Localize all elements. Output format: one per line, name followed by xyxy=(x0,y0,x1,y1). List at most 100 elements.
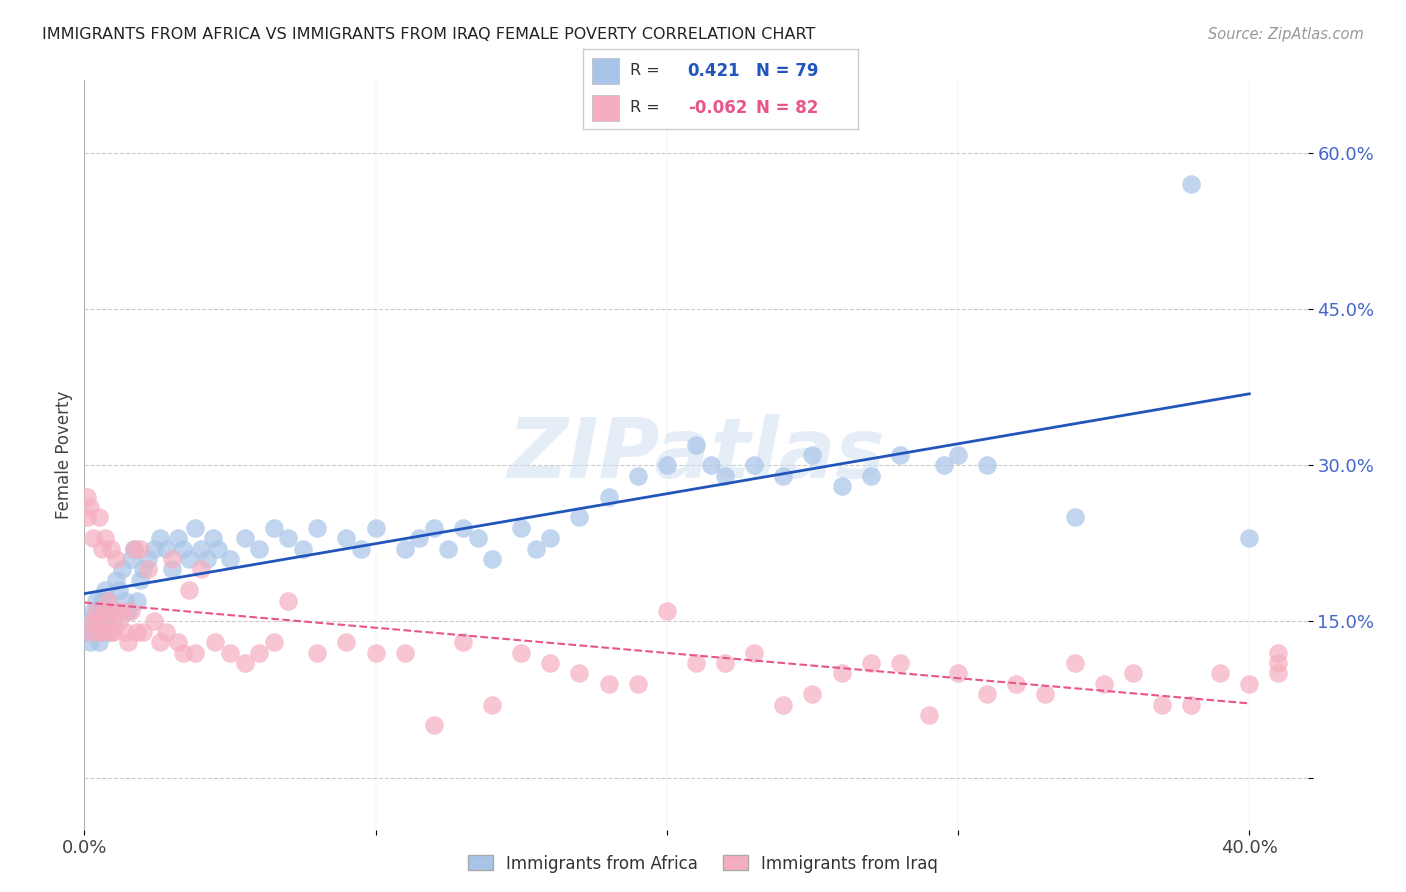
Point xyxy=(364,646,387,660)
Point xyxy=(233,656,256,670)
Point xyxy=(219,646,242,660)
Point xyxy=(138,562,160,576)
Point xyxy=(394,646,416,660)
Point xyxy=(97,593,120,607)
Point xyxy=(90,624,112,639)
Point xyxy=(394,541,416,556)
Point xyxy=(143,615,166,629)
Point xyxy=(117,604,139,618)
Point xyxy=(84,615,107,629)
Point xyxy=(263,635,285,649)
Point xyxy=(155,541,177,556)
Point xyxy=(131,624,153,639)
Point xyxy=(1267,656,1289,670)
Point xyxy=(117,635,139,649)
Point xyxy=(831,479,853,493)
Point xyxy=(1092,677,1115,691)
Point xyxy=(538,531,561,545)
Text: N = 82: N = 82 xyxy=(756,99,818,117)
Point xyxy=(105,552,128,566)
Point xyxy=(79,500,101,514)
Point xyxy=(125,593,148,607)
Point xyxy=(524,541,547,556)
Point xyxy=(685,437,707,451)
Point xyxy=(772,698,794,712)
Point xyxy=(138,552,160,566)
Point xyxy=(90,593,112,607)
Point xyxy=(87,635,110,649)
Point xyxy=(76,490,98,504)
Point xyxy=(976,687,998,701)
Point xyxy=(100,624,122,639)
Point xyxy=(247,646,270,660)
Point xyxy=(233,531,256,545)
Point xyxy=(350,541,373,556)
Point xyxy=(598,677,620,691)
Point xyxy=(79,615,101,629)
Point xyxy=(1122,666,1144,681)
Point xyxy=(364,521,387,535)
Point xyxy=(114,593,136,607)
Point xyxy=(108,615,131,629)
Point xyxy=(184,521,207,535)
Point xyxy=(90,624,112,639)
Point xyxy=(655,458,678,473)
Point xyxy=(685,656,707,670)
Point xyxy=(111,604,134,618)
Text: -0.062: -0.062 xyxy=(688,99,747,117)
Point xyxy=(437,541,460,556)
Point xyxy=(87,624,110,639)
Point xyxy=(87,510,110,524)
Point xyxy=(114,624,136,639)
Text: IMMIGRANTS FROM AFRICA VS IMMIGRANTS FROM IRAQ FEMALE POVERTY CORRELATION CHART: IMMIGRANTS FROM AFRICA VS IMMIGRANTS FRO… xyxy=(42,27,815,42)
Bar xyxy=(592,58,619,84)
Point xyxy=(831,666,853,681)
Point xyxy=(155,624,177,639)
Point xyxy=(1239,531,1261,545)
Point xyxy=(1180,178,1202,192)
Point xyxy=(1035,687,1057,701)
Point xyxy=(82,604,104,618)
Point xyxy=(801,687,824,701)
Point xyxy=(277,531,299,545)
Point xyxy=(976,458,998,473)
Point xyxy=(172,541,194,556)
Point xyxy=(918,708,941,723)
Point xyxy=(742,646,765,660)
Point xyxy=(568,510,591,524)
Point xyxy=(97,593,120,607)
Point xyxy=(179,552,201,566)
Point xyxy=(568,666,591,681)
Point xyxy=(108,583,131,598)
Point xyxy=(1005,677,1028,691)
Text: N = 79: N = 79 xyxy=(756,62,818,79)
Point xyxy=(307,521,329,535)
Point xyxy=(201,531,224,545)
Point xyxy=(946,666,969,681)
Point xyxy=(1267,646,1289,660)
Point xyxy=(122,541,145,556)
Point xyxy=(598,490,620,504)
Point xyxy=(97,615,120,629)
Point xyxy=(801,448,824,462)
Point xyxy=(160,562,183,576)
Point xyxy=(481,698,503,712)
Point xyxy=(889,656,911,670)
Point xyxy=(335,635,357,649)
Point xyxy=(79,624,101,639)
Point xyxy=(103,615,125,629)
Point xyxy=(93,604,115,618)
Point xyxy=(219,552,242,566)
Point xyxy=(932,458,955,473)
Point xyxy=(291,541,314,556)
Point xyxy=(103,604,125,618)
Point xyxy=(82,531,104,545)
Point xyxy=(84,604,107,618)
Point xyxy=(82,624,104,639)
Point xyxy=(1063,656,1085,670)
Point xyxy=(423,718,446,732)
Point xyxy=(859,656,882,670)
Point xyxy=(467,531,489,545)
Point xyxy=(172,646,194,660)
Legend: Immigrants from Africa, Immigrants from Iraq: Immigrants from Africa, Immigrants from … xyxy=(461,848,945,880)
